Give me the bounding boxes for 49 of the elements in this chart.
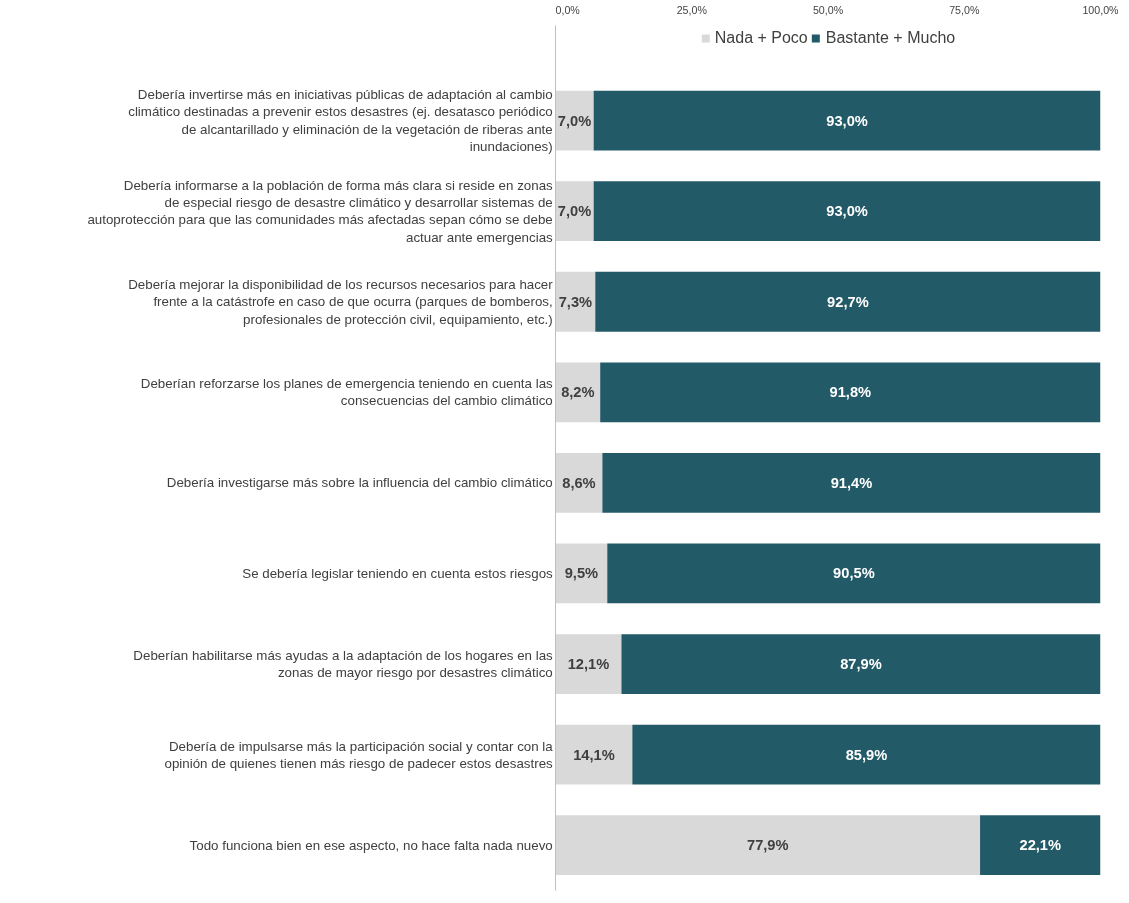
bar [980, 815, 1101, 876]
bar [607, 543, 1101, 604]
y-tick-label: Deberían habilitarse más ayudas a la adaptación de los hogares en las zonas de mayor riesgo por desastres climático [133, 647, 554, 681]
data-label: 9,5% [564, 565, 599, 582]
bar [621, 634, 1101, 694]
y-tick-label: Se debería legislar teniendo en cuenta estos riesgos [242, 565, 554, 581]
y-tick-label: Deberían reforzarse los planes de emergencia teniendo en cuenta las consecuencias del cambio climático [140, 376, 554, 409]
x-tick-label: 75,0% [949, 3, 980, 16]
legend-label: Bastante + Mucho [825, 29, 956, 47]
bar [600, 362, 1101, 423]
data-label: 8,6% [562, 474, 596, 491]
bar [555, 362, 601, 423]
y-tick-label: Debería mejorar la disponibilidad de los recursos necesarios para hacer frente a la catástrofe en caso de que ocurra (parques de bomberos, profesionales de protección civil, equipamiento, etc.) [128, 277, 554, 327]
y-tick-label: Debería investigarse más sobre la influencia del cambio climático [166, 475, 553, 491]
data-label: 93,0% [826, 203, 868, 220]
data-label: 22,1% [1019, 837, 1062, 854]
data-label: 12,1% [567, 656, 610, 673]
x-tick-label: 25,0% [676, 3, 708, 16]
bar [632, 724, 1101, 785]
data-label: 85,9% [845, 746, 888, 763]
data-label: 7,3% [558, 293, 593, 310]
bar [593, 90, 1101, 151]
y-tick-label: Todo funciona bien en ese aspecto, no hace falta nada nuevo [189, 837, 553, 853]
bar [555, 453, 603, 513]
data-label: 93,0% [826, 112, 868, 129]
x-tick-label: 50,0% [812, 3, 844, 16]
data-label: 91,4% [830, 474, 873, 491]
x-tick-label: 100,0% [1082, 3, 1120, 16]
data-label: 14,1% [573, 746, 615, 763]
y-tick-label: Debería informarse a la población de forma más clara si reside en zonas de especial riesgo de desastre climático y desarrollar sistemas de autoprotección para que las comunidades más afectadas sepan cómo se debe actuar ante emergencias [87, 177, 554, 245]
data-label: 92,7% [827, 293, 869, 310]
bar [555, 724, 633, 785]
bar [602, 453, 1101, 513]
data-label: 90,5% [833, 565, 875, 582]
bar [555, 634, 622, 694]
data-label: 77,9% [747, 837, 789, 854]
data-label: 91,8% [829, 384, 872, 401]
bar [555, 815, 981, 876]
data-label: 87,9% [840, 656, 882, 673]
y-tick-label: Debería de impulsarse más la participación social y contar con la opinión de quienes tienen más riesgo de padecer estos desastres [164, 738, 554, 771]
bar [555, 181, 594, 242]
x-tick-label: 0,0% [555, 3, 581, 16]
data-label: 8,2% [561, 384, 595, 401]
data-label: 7,0% [557, 112, 592, 129]
bar [595, 271, 1101, 332]
legend-label: Nada + Poco [714, 29, 808, 47]
bar [593, 181, 1101, 242]
data-label: 7,0% [557, 203, 592, 220]
y-tick-label: Debería invertirse más en iniciativas públicas de adaptación al cambio climático destinadas a prevenir estos desastres (ej. desatasco periódico de alcantarillado y eliminación de la vegetación de riberas ante inundaciones) [128, 87, 553, 154]
